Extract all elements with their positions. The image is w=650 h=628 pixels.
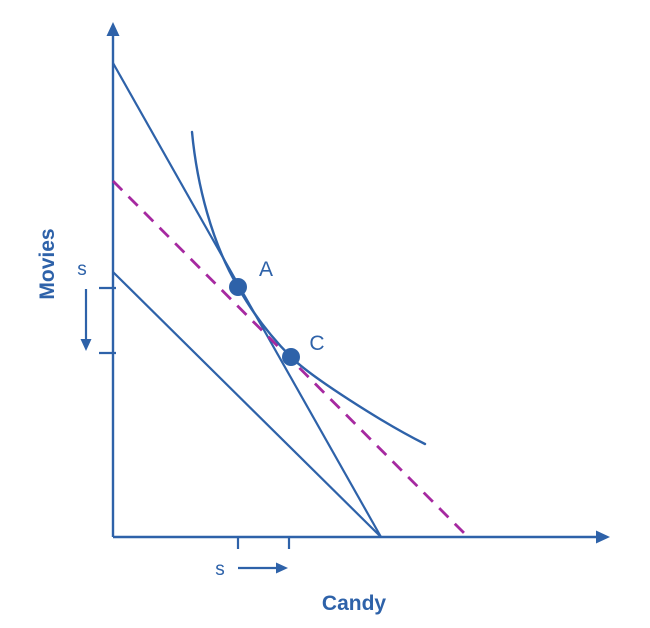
substitution-s-label-x: s: [215, 559, 225, 580]
point-a-label: A: [259, 258, 273, 281]
substitution-s-label-y: s: [77, 259, 87, 280]
point-a-dot: [229, 278, 247, 296]
indifference-curve: [190, 130, 427, 446]
x-axis-title: Candy: [322, 592, 387, 615]
point-c-label: C: [309, 332, 324, 355]
y-axis-title: Movies: [36, 228, 59, 299]
point-c-dot: [282, 348, 300, 366]
new-budget-constraint-line: [112, 271, 382, 538]
